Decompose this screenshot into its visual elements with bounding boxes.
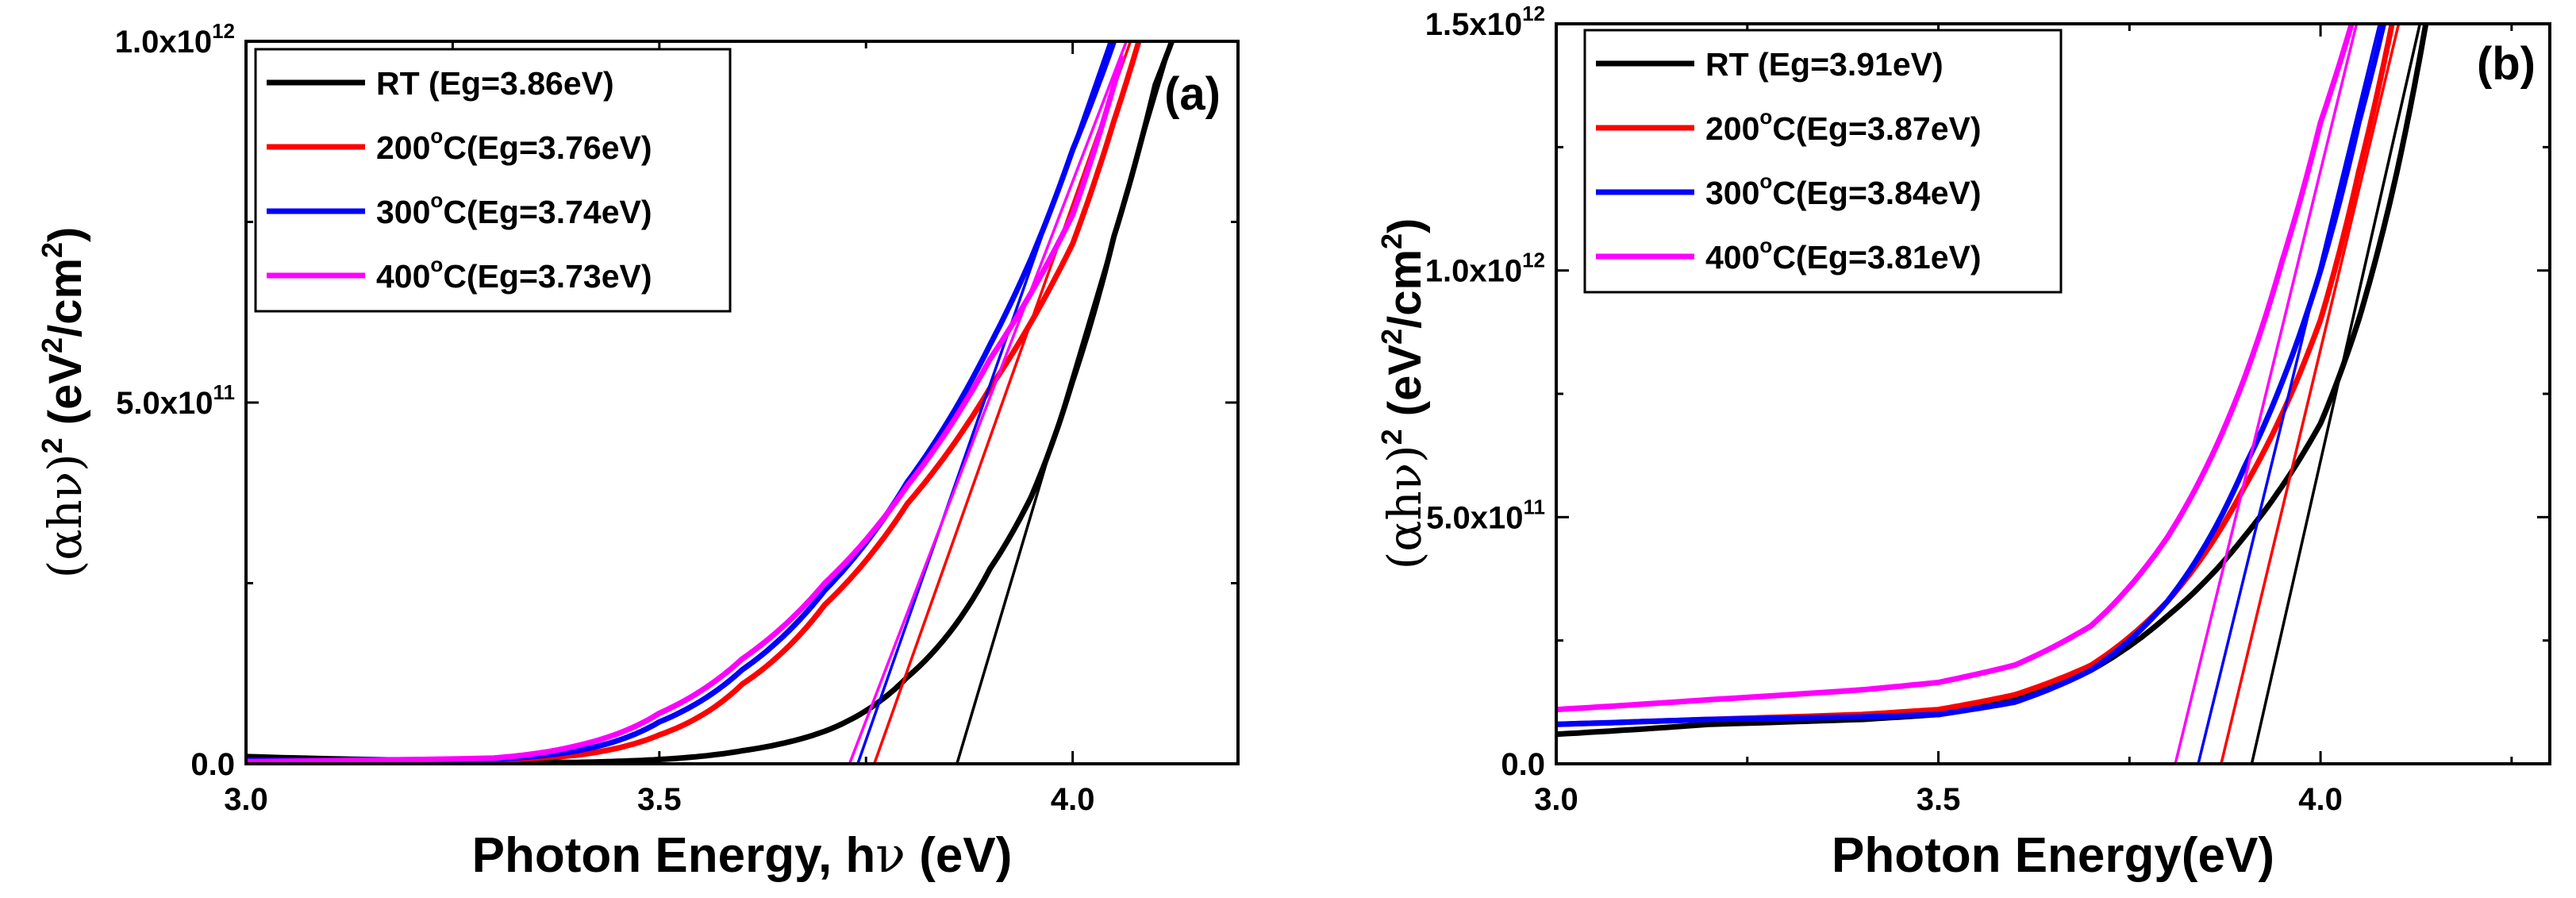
tangent-fit-line-RT: [955, 41, 1174, 764]
legend-entry: 200oC(Eg=3.87eV): [1705, 105, 1982, 147]
legend-label-sup: o: [1759, 233, 1772, 257]
legend-label-head: 300: [1705, 175, 1759, 211]
x-tick-label: 4.0: [1051, 782, 1095, 817]
legend-label-sup: o: [430, 124, 443, 148]
x-axis-label-unit: (eV): [905, 828, 1012, 883]
y-axis-label-unit-exp2: 2: [1375, 233, 1408, 249]
y-tick-mantissa: 1.5x10: [1425, 7, 1522, 42]
legend-label-head: 200: [1705, 110, 1759, 147]
legend-label-tail: C(Eg=3.74eV): [443, 194, 652, 230]
x-tick-label: 3.0: [1534, 782, 1578, 817]
y-tick-mantissa: 0.0: [190, 747, 235, 782]
y-axis-label-unit-close: ): [40, 227, 91, 242]
y-tick-exponent: 12: [1522, 249, 1545, 272]
y-tick-label: 0.0: [190, 747, 235, 782]
plot-area: [1556, 24, 2429, 764]
tangent-fit-line-400oC: [848, 41, 1128, 764]
y-axis-label-exp: 2: [36, 437, 68, 453]
legend-label-head: 300: [376, 194, 430, 230]
legend-label-tail: C(Eg=3.76eV): [443, 129, 652, 166]
legend: RT (Eg=3.91eV)200oC(Eg=3.87eV)300oC(Eg=3…: [1583, 29, 2063, 294]
x-axis-label: Photon Energy, hν (eV): [472, 826, 1013, 884]
legend-label-sup: o: [430, 188, 443, 212]
y-tick-exponent: 12: [1522, 2, 1545, 25]
legend-label-tail: C(Eg=3.73eV): [443, 258, 652, 295]
axes-frame: [244, 40, 1240, 765]
y-tick-label: 5.0x1011: [1426, 495, 1545, 535]
legend-box: [1583, 29, 2063, 294]
y-axis-label-base: (αhν): [38, 453, 92, 578]
legend-entry: RT (Eg=3.91eV): [1705, 46, 1944, 83]
legend-entry: 200oC(Eg=3.76eV): [376, 124, 652, 166]
y-axis-label-unit-open: (eV: [1379, 345, 1431, 430]
x-axis-label-main: Photon Energy, h: [472, 828, 876, 883]
y-tick-mantissa: 5.0x10: [116, 386, 213, 421]
chart-panel-a: 3.0 3.5 4.0 0.0 5.0x1011 1.0x1012 RT (Eg=3.86e…: [36, 19, 1240, 884]
tangent-fit-line-RT: [2250, 24, 2421, 764]
x-axis-label-nu: ν: [875, 826, 905, 884]
y-tick-label: 5.0x1011: [116, 380, 235, 421]
legend-entry: 300oC(Eg=3.74eV): [376, 188, 652, 230]
y-tick-mantissa: 1.0x10: [115, 25, 212, 60]
legend-label-head: RT: [1705, 46, 1749, 83]
legend-label-tail: C(Eg=3.87eV): [1772, 110, 1981, 147]
y-tick-mantissa: 5.0x10: [1426, 500, 1523, 535]
legend-label-tail: (Eg=3.86eV): [420, 65, 614, 102]
legend-label-tail: C(Eg=3.84eV): [1772, 175, 1981, 211]
legend-label-head: RT: [376, 65, 420, 102]
y-tick-label: 1.5x1012: [1425, 2, 1545, 42]
y-axis-label-exp: 2: [1375, 429, 1408, 445]
x-axis-label-main: Photon Energy(eV): [1832, 828, 2274, 883]
legend-entry: RT (Eg=3.86eV): [376, 65, 614, 102]
legend-box: [254, 48, 732, 313]
x-tick-label: 3.5: [637, 782, 682, 817]
tangent-fit-line-200oC: [2220, 24, 2401, 764]
legend-label-tail: (Eg=3.91eV): [1749, 46, 1944, 83]
legend-entry: 400oC(Eg=3.73eV): [376, 252, 652, 295]
y-tick-exponent: 11: [213, 380, 236, 404]
legend-label-tail: C(Eg=3.81eV): [1772, 239, 1981, 276]
x-tick-label: 3.5: [1917, 782, 1961, 817]
legend-entry: 300oC(Eg=3.84eV): [1705, 169, 1982, 211]
legend-label-head: 200: [376, 129, 430, 166]
y-axis-label-unit-mid: /cm: [40, 258, 91, 337]
y-axis-label-unit-exp2: 2: [36, 242, 68, 258]
tangent-fit-line-300oC: [856, 41, 1112, 764]
x-tick-label: 4.0: [2298, 782, 2343, 817]
y-axis-label-unit-mid: /cm: [1379, 249, 1431, 329]
y-tick-mantissa: 0.0: [1501, 747, 1545, 782]
tangent-fit-line-400oC: [2174, 24, 2359, 764]
y-axis-label-unit-close: ): [1379, 218, 1431, 233]
axes-frame: [1555, 22, 2551, 765]
y-tick-label: 1.0x1012: [115, 19, 235, 60]
y-tick-label: 1.0x1012: [1425, 249, 1545, 289]
y-tick-label: 0.0: [1501, 747, 1545, 782]
tangent-fit-line-300oC: [2197, 24, 2382, 764]
legend-label-head: 400: [376, 258, 430, 295]
series-line-RT: [1556, 24, 2429, 738]
series-line-400oC: [1556, 24, 2355, 713]
y-axis-label-unit-open: (eV: [40, 353, 91, 438]
y-axis-label: (αhν)2 (eV2/cm2): [36, 227, 92, 579]
legend-label-sup: o: [1759, 105, 1772, 129]
legend: RT (Eg=3.86eV)200oC(Eg=3.76eV)300oC(Eg=3…: [254, 48, 732, 313]
series-line-300oC: [1556, 24, 2387, 727]
panel-label: (b): [2477, 38, 2536, 90]
legend-label-sup: o: [1759, 169, 1772, 193]
x-tick-label: 3.0: [224, 782, 268, 817]
legend-entry: 400oC(Eg=3.81eV): [1705, 233, 1982, 276]
legend-label-head: 400: [1705, 239, 1759, 276]
x-axis-label: Photon Energy(eV): [1832, 828, 2274, 883]
y-axis-label-base: (αhν): [1378, 445, 1432, 569]
legend-label-sup: o: [430, 252, 443, 276]
y-axis-label-unit-exp1: 2: [1375, 329, 1408, 345]
y-tick-exponent: 11: [1524, 495, 1546, 518]
y-tick-mantissa: 1.0x10: [1425, 254, 1522, 289]
y-axis-label: (αhν)2 (eV2/cm2): [1375, 218, 1432, 570]
y-axis-label-unit-exp1: 2: [36, 337, 68, 353]
y-tick-exponent: 12: [212, 19, 235, 43]
panel-label: (a): [1164, 68, 1221, 120]
